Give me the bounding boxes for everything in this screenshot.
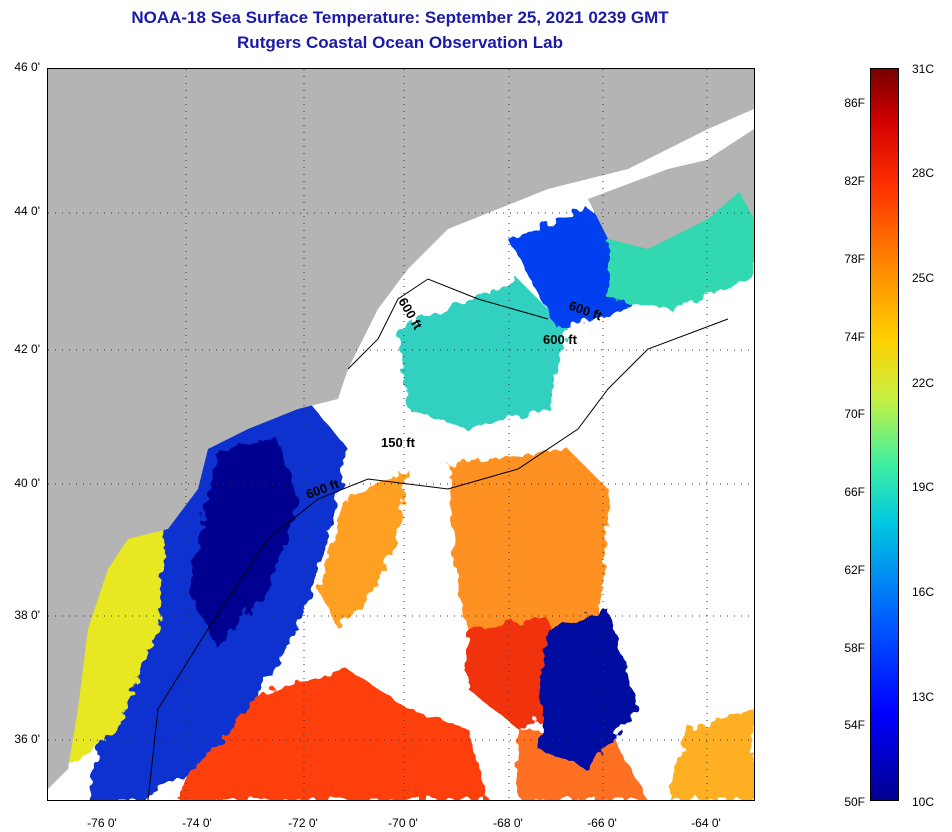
colorbar-c-label: 13C [912, 690, 935, 704]
map-subtitle: Rutgers Coastal Ocean Observation Lab [237, 33, 563, 52]
nova-scotia [588, 149, 754, 249]
lat-label: 38 0' [14, 608, 40, 622]
lon-label: -66 0' [587, 816, 617, 830]
lat-label: 46 0' [14, 60, 40, 74]
gulf-of-maine-water [398, 279, 568, 429]
warm-water [668, 709, 754, 800]
lat-label: 44 0' [14, 204, 40, 218]
colorbar-c-label: 31C [912, 62, 935, 76]
colorbar-c-label: 10C [912, 795, 935, 809]
colorbar-c-label: 16C [912, 585, 935, 599]
land-mass [48, 69, 754, 789]
map-title: NOAA-18 Sea Surface Temperature: Septemb… [131, 8, 669, 27]
lon-label: -70 0' [388, 816, 418, 830]
warm-water [318, 469, 408, 629]
warm-water [178, 669, 488, 800]
colorbar-f-label: 50F [844, 795, 865, 809]
lon-label: -74 0' [182, 816, 212, 830]
colorbar-f-label: 86F [844, 96, 865, 110]
colorbar-f-label: 58F [844, 641, 865, 655]
lat-label: 42 0' [14, 342, 40, 356]
colorbar-c-label: 19C [912, 480, 935, 494]
cool-water [538, 609, 638, 769]
colorbar-c-label: 28C [912, 166, 935, 180]
colorbar-f-label: 70F [844, 407, 865, 421]
colorbar-f-label: 82F [844, 174, 865, 188]
contour-label: 600 ft [543, 332, 578, 347]
lat-label: 36 0' [14, 732, 40, 746]
colorbar-f-label: 62F [844, 563, 865, 577]
lon-label: -68 0' [493, 816, 523, 830]
colorbar-c-label: 25C [912, 271, 935, 285]
colorbar-c-label: 22C [912, 376, 935, 390]
bathymetry-contours [147, 278, 729, 800]
cool-water [188, 439, 298, 649]
lon-label: -72 0' [288, 816, 318, 830]
sst-map[interactable]: 600 ft 600 ft 600 ft 150 ft 600 ft [47, 68, 755, 801]
land-mass [708, 129, 754, 219]
lon-label: -64 0' [691, 816, 721, 830]
lon-label: -76 0' [87, 816, 117, 830]
colorbar-f-label: 74F [844, 330, 865, 344]
colorbar-f-label: 66F [844, 485, 865, 499]
contour-label: 150 ft [381, 435, 416, 450]
lat-label: 40 0' [14, 476, 40, 490]
temperature-colorbar [870, 68, 899, 801]
lat-lon-grid [48, 69, 754, 800]
colorbar-f-label: 54F [844, 718, 865, 732]
colorbar-f-label: 78F [844, 252, 865, 266]
